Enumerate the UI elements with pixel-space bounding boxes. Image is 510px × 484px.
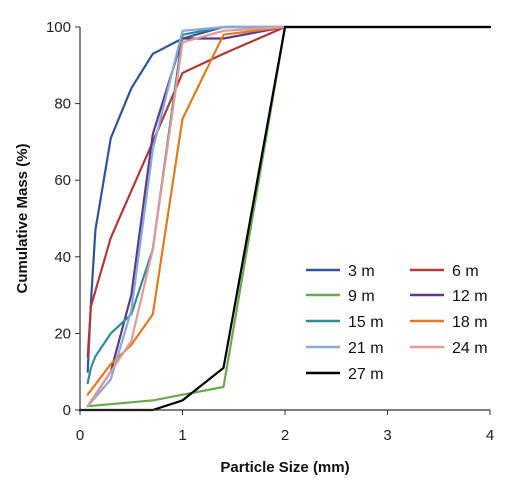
y-tick-label: 0 [63, 402, 71, 419]
series-line-21m [86, 25, 287, 408]
y-tick-label: 20 [54, 325, 71, 342]
legend-item: 9 m [306, 288, 375, 305]
legend-item: 24 m [410, 340, 488, 357]
y-tick-label: 60 [54, 172, 71, 189]
x-tick-label: 3 [383, 427, 391, 444]
legend-label: 15 m [348, 314, 384, 331]
series-line-15m [86, 25, 287, 385]
legend-item: 21 m [306, 340, 384, 357]
legend-label: 24 m [452, 340, 488, 357]
legend: 3 m 6 m 9 m 12 m 15 m 18 m 21 m 24 m 27 m [306, 263, 488, 383]
legend-item: 3 m [306, 263, 375, 280]
y-tick-label: 100 [46, 19, 71, 36]
legend-label: 9 m [348, 288, 375, 305]
y-tick-label: 40 [54, 249, 71, 266]
legend-item: 18 m [410, 314, 488, 331]
legend-label: 12 m [452, 288, 488, 305]
x-tick-label: 0 [76, 427, 84, 444]
series-line-12m [86, 25, 287, 408]
legend-label: 18 m [452, 314, 488, 331]
legend-label: 3 m [348, 263, 375, 280]
legend-label: 27 m [348, 366, 384, 383]
tick-labels: 0 20 40 60 80 100 0 1 2 3 4 [46, 19, 494, 444]
x-axis-label: Particle Size (mm) [220, 459, 349, 476]
legend-item: 6 m [410, 263, 479, 280]
legend-label: 6 m [452, 263, 479, 280]
legend-item: 27 m [306, 366, 384, 383]
series-lines [78, 25, 492, 412]
x-tick-label: 4 [486, 427, 494, 444]
legend-item: 15 m [306, 314, 384, 331]
axes [79, 27, 490, 411]
x-tick-label: 1 [178, 427, 186, 444]
series-line-18m [86, 25, 287, 396]
legend-item: 12 m [410, 288, 488, 305]
series-line-24m [86, 25, 287, 408]
y-axis-label: Cumulative Mass (%) [14, 143, 31, 293]
x-tick-label: 2 [281, 427, 289, 444]
series-line-9m [86, 25, 287, 408]
legend-label: 21 m [348, 340, 384, 357]
y-tick-label: 80 [54, 96, 71, 113]
